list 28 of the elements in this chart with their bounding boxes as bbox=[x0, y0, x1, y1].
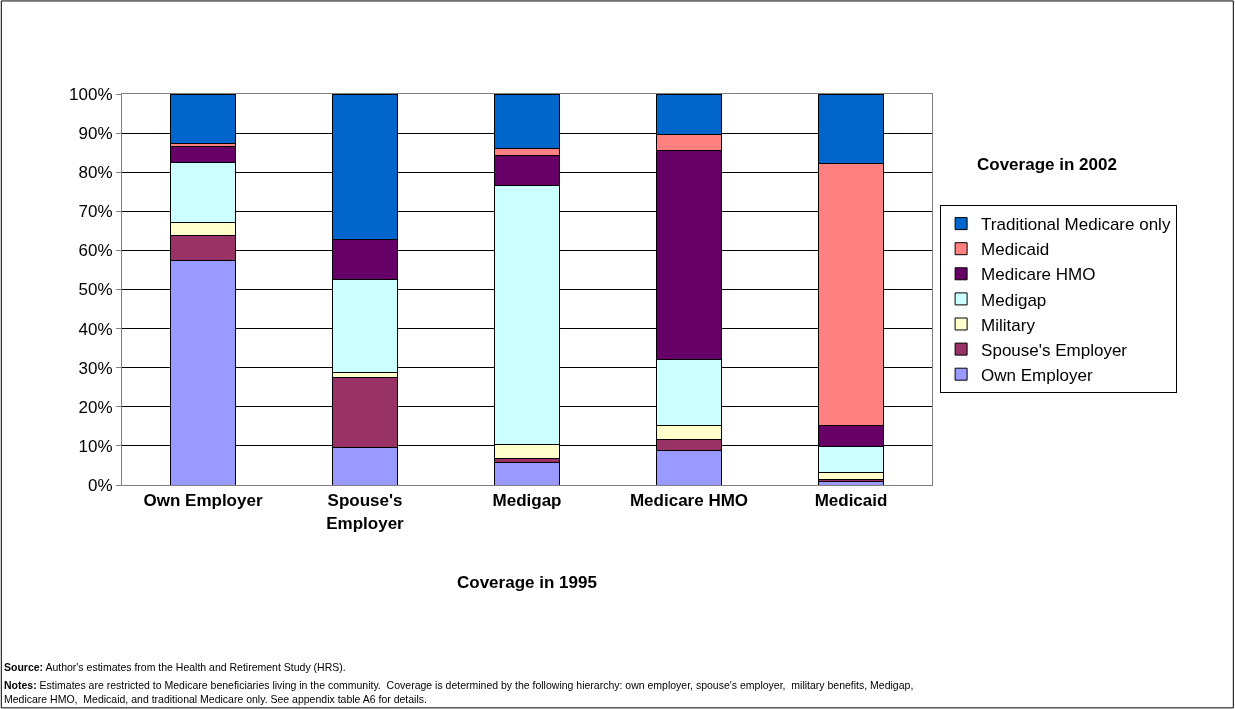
x-axis-title: Coverage in 1995 bbox=[457, 573, 597, 592]
y-tick-label: 100% bbox=[69, 84, 113, 104]
legend-label: Spouse's Employer bbox=[981, 340, 1128, 360]
legend-label: Military bbox=[981, 315, 1036, 335]
y-tick-label: 30% bbox=[78, 358, 113, 378]
legend-label: Own Employer bbox=[981, 365, 1093, 385]
y-tick-label: 20% bbox=[78, 397, 113, 417]
legend-label: Medicare HMO bbox=[981, 265, 1096, 285]
y-tick-label: 90% bbox=[78, 124, 113, 144]
y-tick-label: 0% bbox=[88, 475, 113, 495]
y-tick-label: 80% bbox=[78, 163, 113, 183]
x-tick-label: Medicaid bbox=[814, 491, 888, 511]
y-tick-label: 40% bbox=[78, 319, 113, 339]
y-tick-label: 70% bbox=[78, 202, 113, 222]
x-tick-label: Medicare HMO bbox=[629, 491, 749, 511]
legend-label: Medigap bbox=[981, 290, 1047, 310]
y-tick-label: 60% bbox=[78, 241, 113, 261]
x-tick-label: Spouse's Employer bbox=[326, 491, 405, 533]
bar bbox=[494, 461, 560, 485]
legend-title: Coverage in 2002 bbox=[977, 155, 1117, 174]
x-tick-label: Medigap bbox=[492, 491, 562, 511]
legend-label: Medicaid bbox=[981, 240, 1050, 260]
source-note: Source: Author's estimates from the Health and Retirement Study (HRS). bbox=[4, 661, 346, 673]
text: Notes: Estimates are restricted to Medicare beneficiaries living in the community. Coverage is determined by the following hierarchy: own employer, spouse's employer, military benefits, Medigap, Medicare HMO, Medicaid, and traditional Medicare only. See appendix table A6 for details. bbox=[4, 679, 914, 705]
y-tick-label: 10% bbox=[78, 436, 113, 456]
y-tick-label: 50% bbox=[78, 280, 113, 300]
legend-label: Traditional Medicare only bbox=[981, 215, 1171, 235]
x-tick-label: Own Employer bbox=[143, 491, 263, 511]
